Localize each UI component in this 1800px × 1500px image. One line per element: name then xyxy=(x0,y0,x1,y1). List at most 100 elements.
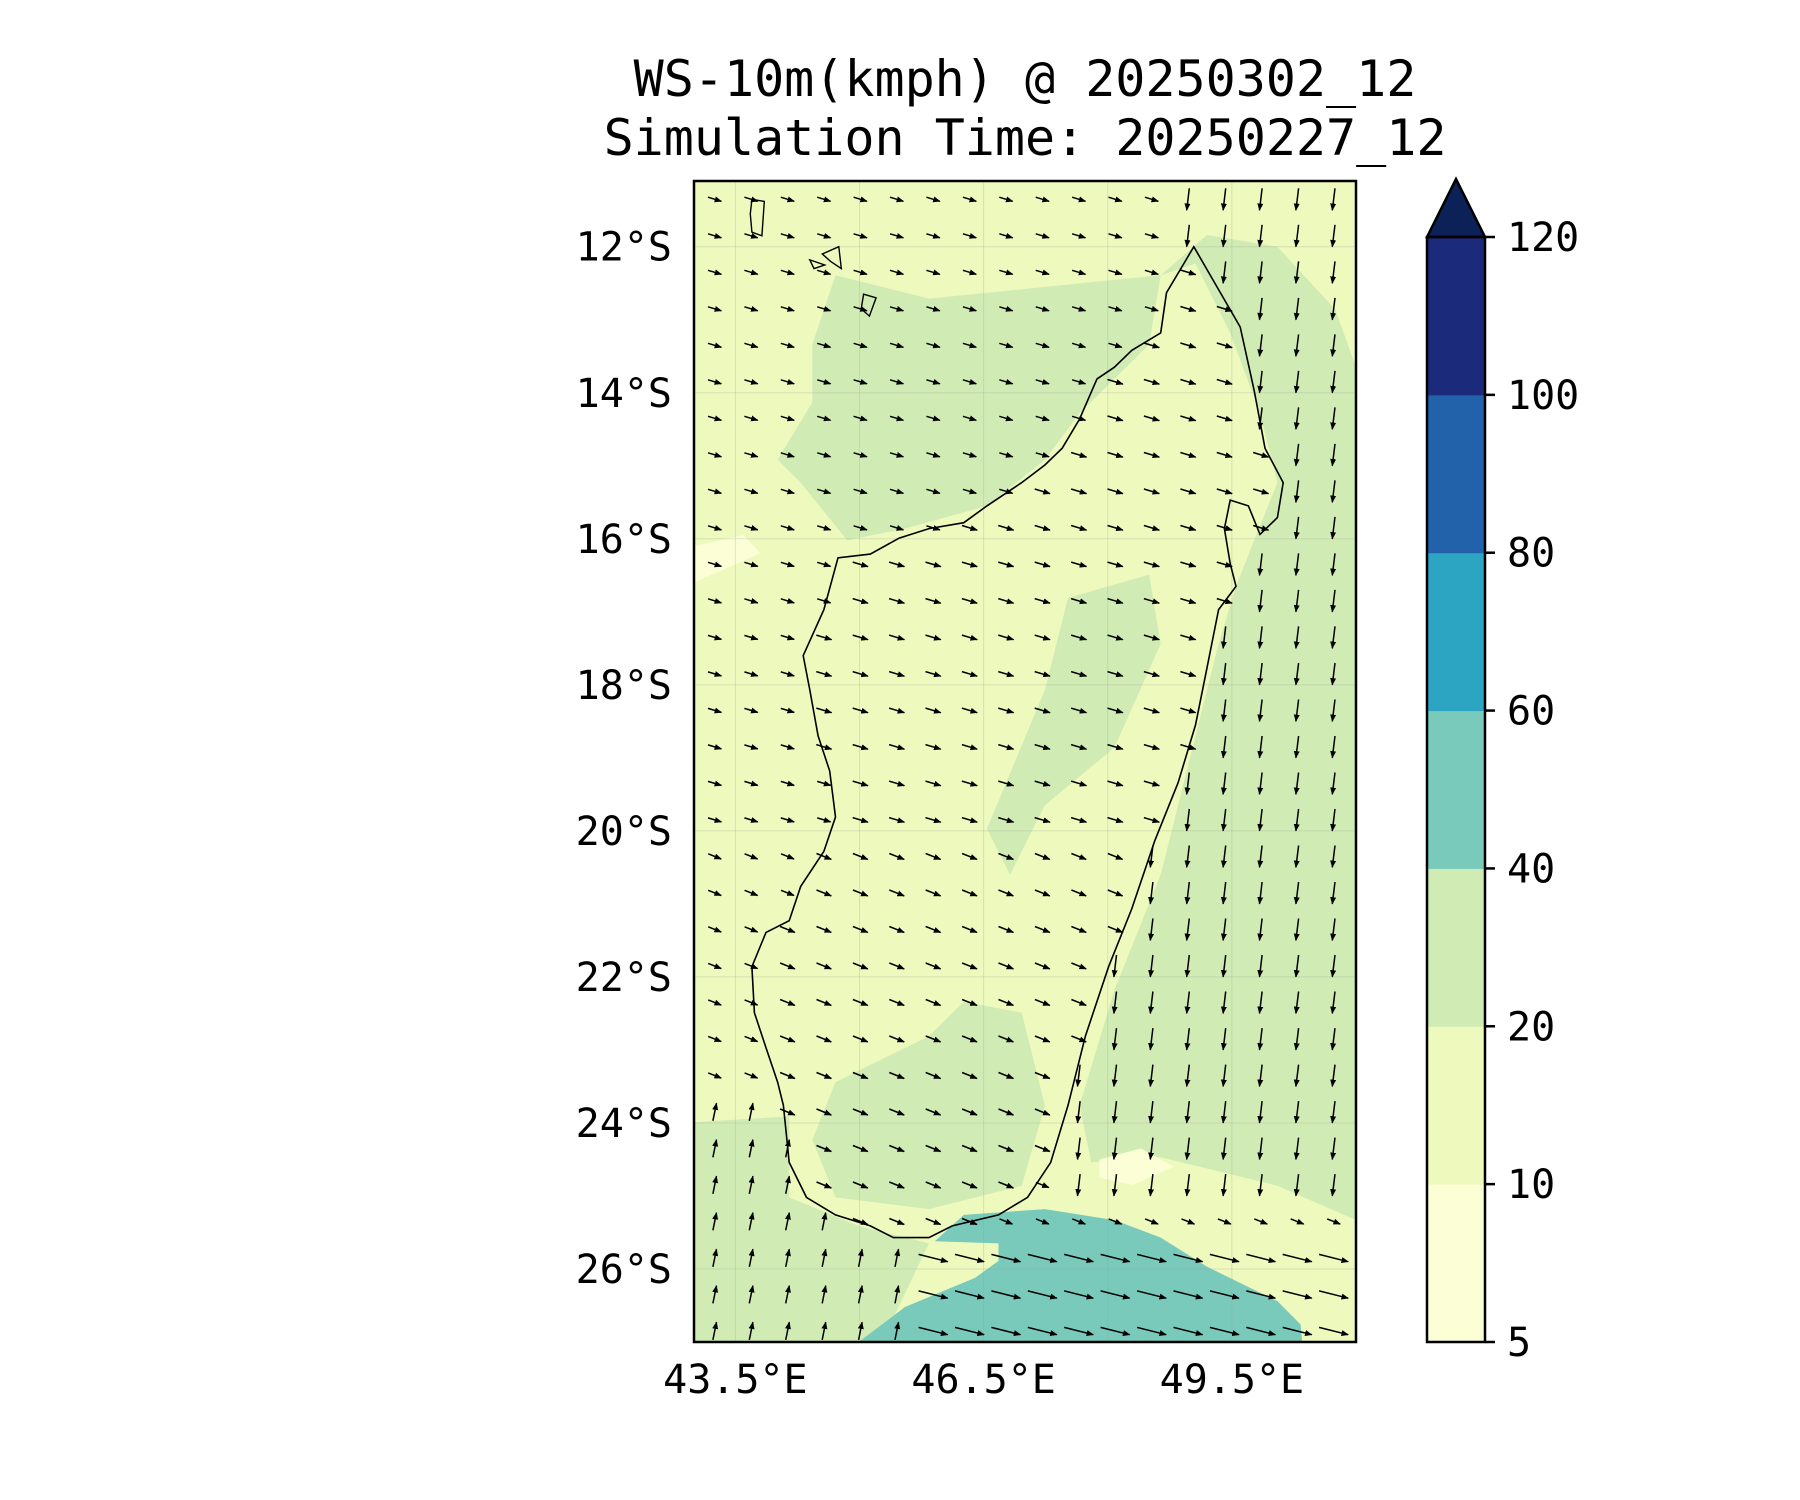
wind-vector xyxy=(1216,305,1233,313)
wind-vector xyxy=(1107,889,1124,897)
wind-vector xyxy=(780,561,795,568)
wind-vector xyxy=(1209,1326,1240,1336)
wind-vector xyxy=(784,1175,791,1194)
wind-vector xyxy=(1071,962,1087,970)
wind-vector xyxy=(1143,707,1161,714)
wind-vector xyxy=(1184,1137,1191,1161)
wind-vector xyxy=(926,525,941,531)
wind-vector xyxy=(780,415,795,422)
wind-vector xyxy=(816,488,832,495)
wind-vector xyxy=(999,269,1014,276)
wind-vector xyxy=(991,1326,1022,1336)
wind-vector xyxy=(744,525,759,531)
contour-region-se-pale-5-10 xyxy=(1099,1148,1174,1185)
wind-vector xyxy=(998,1144,1015,1153)
wind-vector xyxy=(961,780,978,787)
wind-vector xyxy=(926,379,941,385)
wind-vector xyxy=(1034,962,1051,970)
wind-vector xyxy=(707,269,723,276)
wind-vector xyxy=(1293,553,1300,577)
wind-vector xyxy=(780,488,795,495)
wind-vector xyxy=(1257,1028,1264,1051)
wind-vector xyxy=(1330,480,1337,504)
wind-vector xyxy=(707,525,723,531)
wind-vector xyxy=(961,634,978,641)
wind-vector xyxy=(998,707,1015,714)
wind-vector xyxy=(1293,662,1300,686)
wind-vector xyxy=(1257,699,1264,723)
wind-vector xyxy=(999,232,1014,239)
wind-vector xyxy=(857,1248,864,1268)
wind-vector xyxy=(744,1035,759,1043)
wind-vector xyxy=(744,378,759,385)
wind-vector xyxy=(918,1326,949,1336)
wind-vector xyxy=(857,1321,864,1341)
wind-vector xyxy=(1293,1174,1300,1197)
wind-vector xyxy=(1143,816,1161,824)
wind-vector xyxy=(707,889,722,897)
wind-vector xyxy=(1216,415,1233,422)
wind-vector xyxy=(925,670,942,678)
wind-vector xyxy=(744,451,759,458)
colorbar-segment xyxy=(1427,552,1485,712)
wind-vector xyxy=(744,634,759,641)
wind-vector xyxy=(998,524,1015,532)
wind-vector xyxy=(784,1284,791,1304)
wind-vector xyxy=(707,415,723,422)
wind-vector xyxy=(1107,707,1124,714)
wind-vector xyxy=(1070,451,1088,459)
wind-vector xyxy=(1144,232,1160,239)
wind-vector xyxy=(1330,407,1337,430)
wind-vector xyxy=(784,1248,791,1268)
wind-vector xyxy=(1257,735,1264,759)
wind-vector xyxy=(1220,954,1227,978)
wind-vector xyxy=(961,524,978,532)
wind-vector xyxy=(961,597,978,605)
wind-vector xyxy=(1107,780,1124,787)
wind-vector xyxy=(1220,188,1227,211)
wind-vector xyxy=(1027,1326,1058,1336)
wind-vector xyxy=(816,634,833,641)
wind-vector xyxy=(1180,524,1197,532)
wind-vector xyxy=(1330,188,1337,211)
wind-vector xyxy=(1107,415,1124,422)
wind-vector xyxy=(1330,1137,1337,1161)
wind-vector xyxy=(1293,772,1300,796)
contour-region-nw-channel-20-40 xyxy=(777,275,1161,541)
wind-vector xyxy=(1148,845,1155,869)
wind-vector xyxy=(1293,918,1300,942)
wind-vector xyxy=(816,998,832,1007)
wind-vector xyxy=(816,1181,832,1189)
wind-vector xyxy=(712,1321,719,1341)
wind-vector xyxy=(1257,1101,1264,1124)
wind-vector xyxy=(925,597,942,605)
wind-vector xyxy=(1184,991,1191,1015)
wind-vector xyxy=(816,962,832,970)
wind-vector xyxy=(779,998,796,1007)
wind-vector xyxy=(816,415,832,422)
wind-vector xyxy=(744,962,759,970)
wind-vector xyxy=(744,926,759,933)
wind-vector xyxy=(1330,516,1337,540)
wind-vector xyxy=(707,926,722,933)
wind-vector xyxy=(998,1035,1015,1043)
wind-vector xyxy=(1318,1253,1349,1263)
chart-subtitle: Simulation Time: 20250227_12 xyxy=(603,109,1447,167)
wind-vector xyxy=(821,1284,828,1304)
colorbar-segment xyxy=(1427,394,1485,554)
wind-vector xyxy=(1143,524,1161,532)
wind-vector xyxy=(1293,699,1300,723)
wind-vector xyxy=(816,269,832,276)
wind-vector xyxy=(1181,1218,1196,1225)
wind-vector xyxy=(999,415,1014,422)
wind-vector xyxy=(999,1218,1014,1225)
wind-vector xyxy=(784,1138,791,1158)
contour-region-south-land-20-40 xyxy=(812,1001,1045,1210)
lat-tick-label: 18°S xyxy=(576,663,672,709)
wind-vector xyxy=(816,525,832,531)
wind-vector xyxy=(1220,735,1227,759)
wind-vector xyxy=(925,561,942,568)
wind-vector xyxy=(889,1217,905,1226)
wind-vector xyxy=(1257,553,1264,577)
colorbar-segment xyxy=(1427,237,1485,396)
